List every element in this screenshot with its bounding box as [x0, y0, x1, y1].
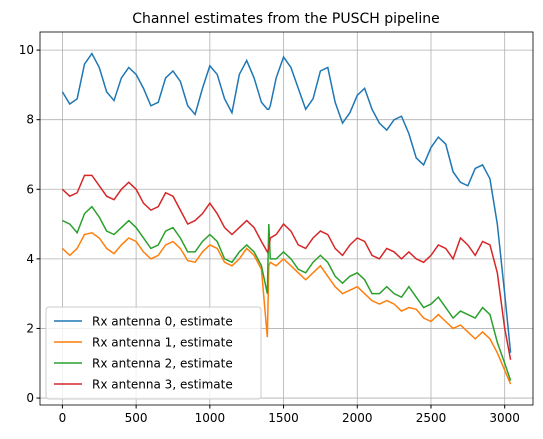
data-line — [61, 231, 512, 385]
data-line — [62, 205, 512, 381]
legend-label: Rx antenna 3, estimate — [92, 378, 233, 392]
x-tick-label: 1500 — [268, 411, 299, 425]
y-tick-label: 2 — [26, 321, 34, 335]
x-tick-label: 3000 — [489, 411, 520, 425]
data-line — [61, 52, 512, 353]
legend-label: Rx antenna 2, estimate — [92, 357, 233, 371]
legend-label: Rx antenna 1, estimate — [92, 336, 233, 350]
x-tick-label: 2000 — [342, 411, 373, 425]
y-tick-label: 4 — [26, 252, 34, 266]
y-tick-label: 10 — [19, 43, 34, 57]
y-tick-label: 8 — [26, 113, 34, 127]
y-tick-label: 0 — [26, 391, 34, 405]
legend-box — [45, 306, 262, 400]
x-tick-label: 2500 — [416, 411, 447, 425]
legend: Rx antenna 0, estimate Rx antenna 1, esti… — [45, 306, 262, 400]
x-tick-label: 1000 — [195, 411, 226, 425]
x-tick-label: 0 — [59, 411, 67, 425]
y-tick-label: 6 — [26, 182, 34, 196]
legend-label: Rx antenna 0, estimate — [92, 315, 233, 329]
x-tick-label: 500 — [125, 411, 148, 425]
chart-title: Channel estimates from the PUSCH pipelin… — [132, 11, 440, 27]
plot-frame — [39, 31, 534, 406]
data-line — [61, 174, 512, 360]
